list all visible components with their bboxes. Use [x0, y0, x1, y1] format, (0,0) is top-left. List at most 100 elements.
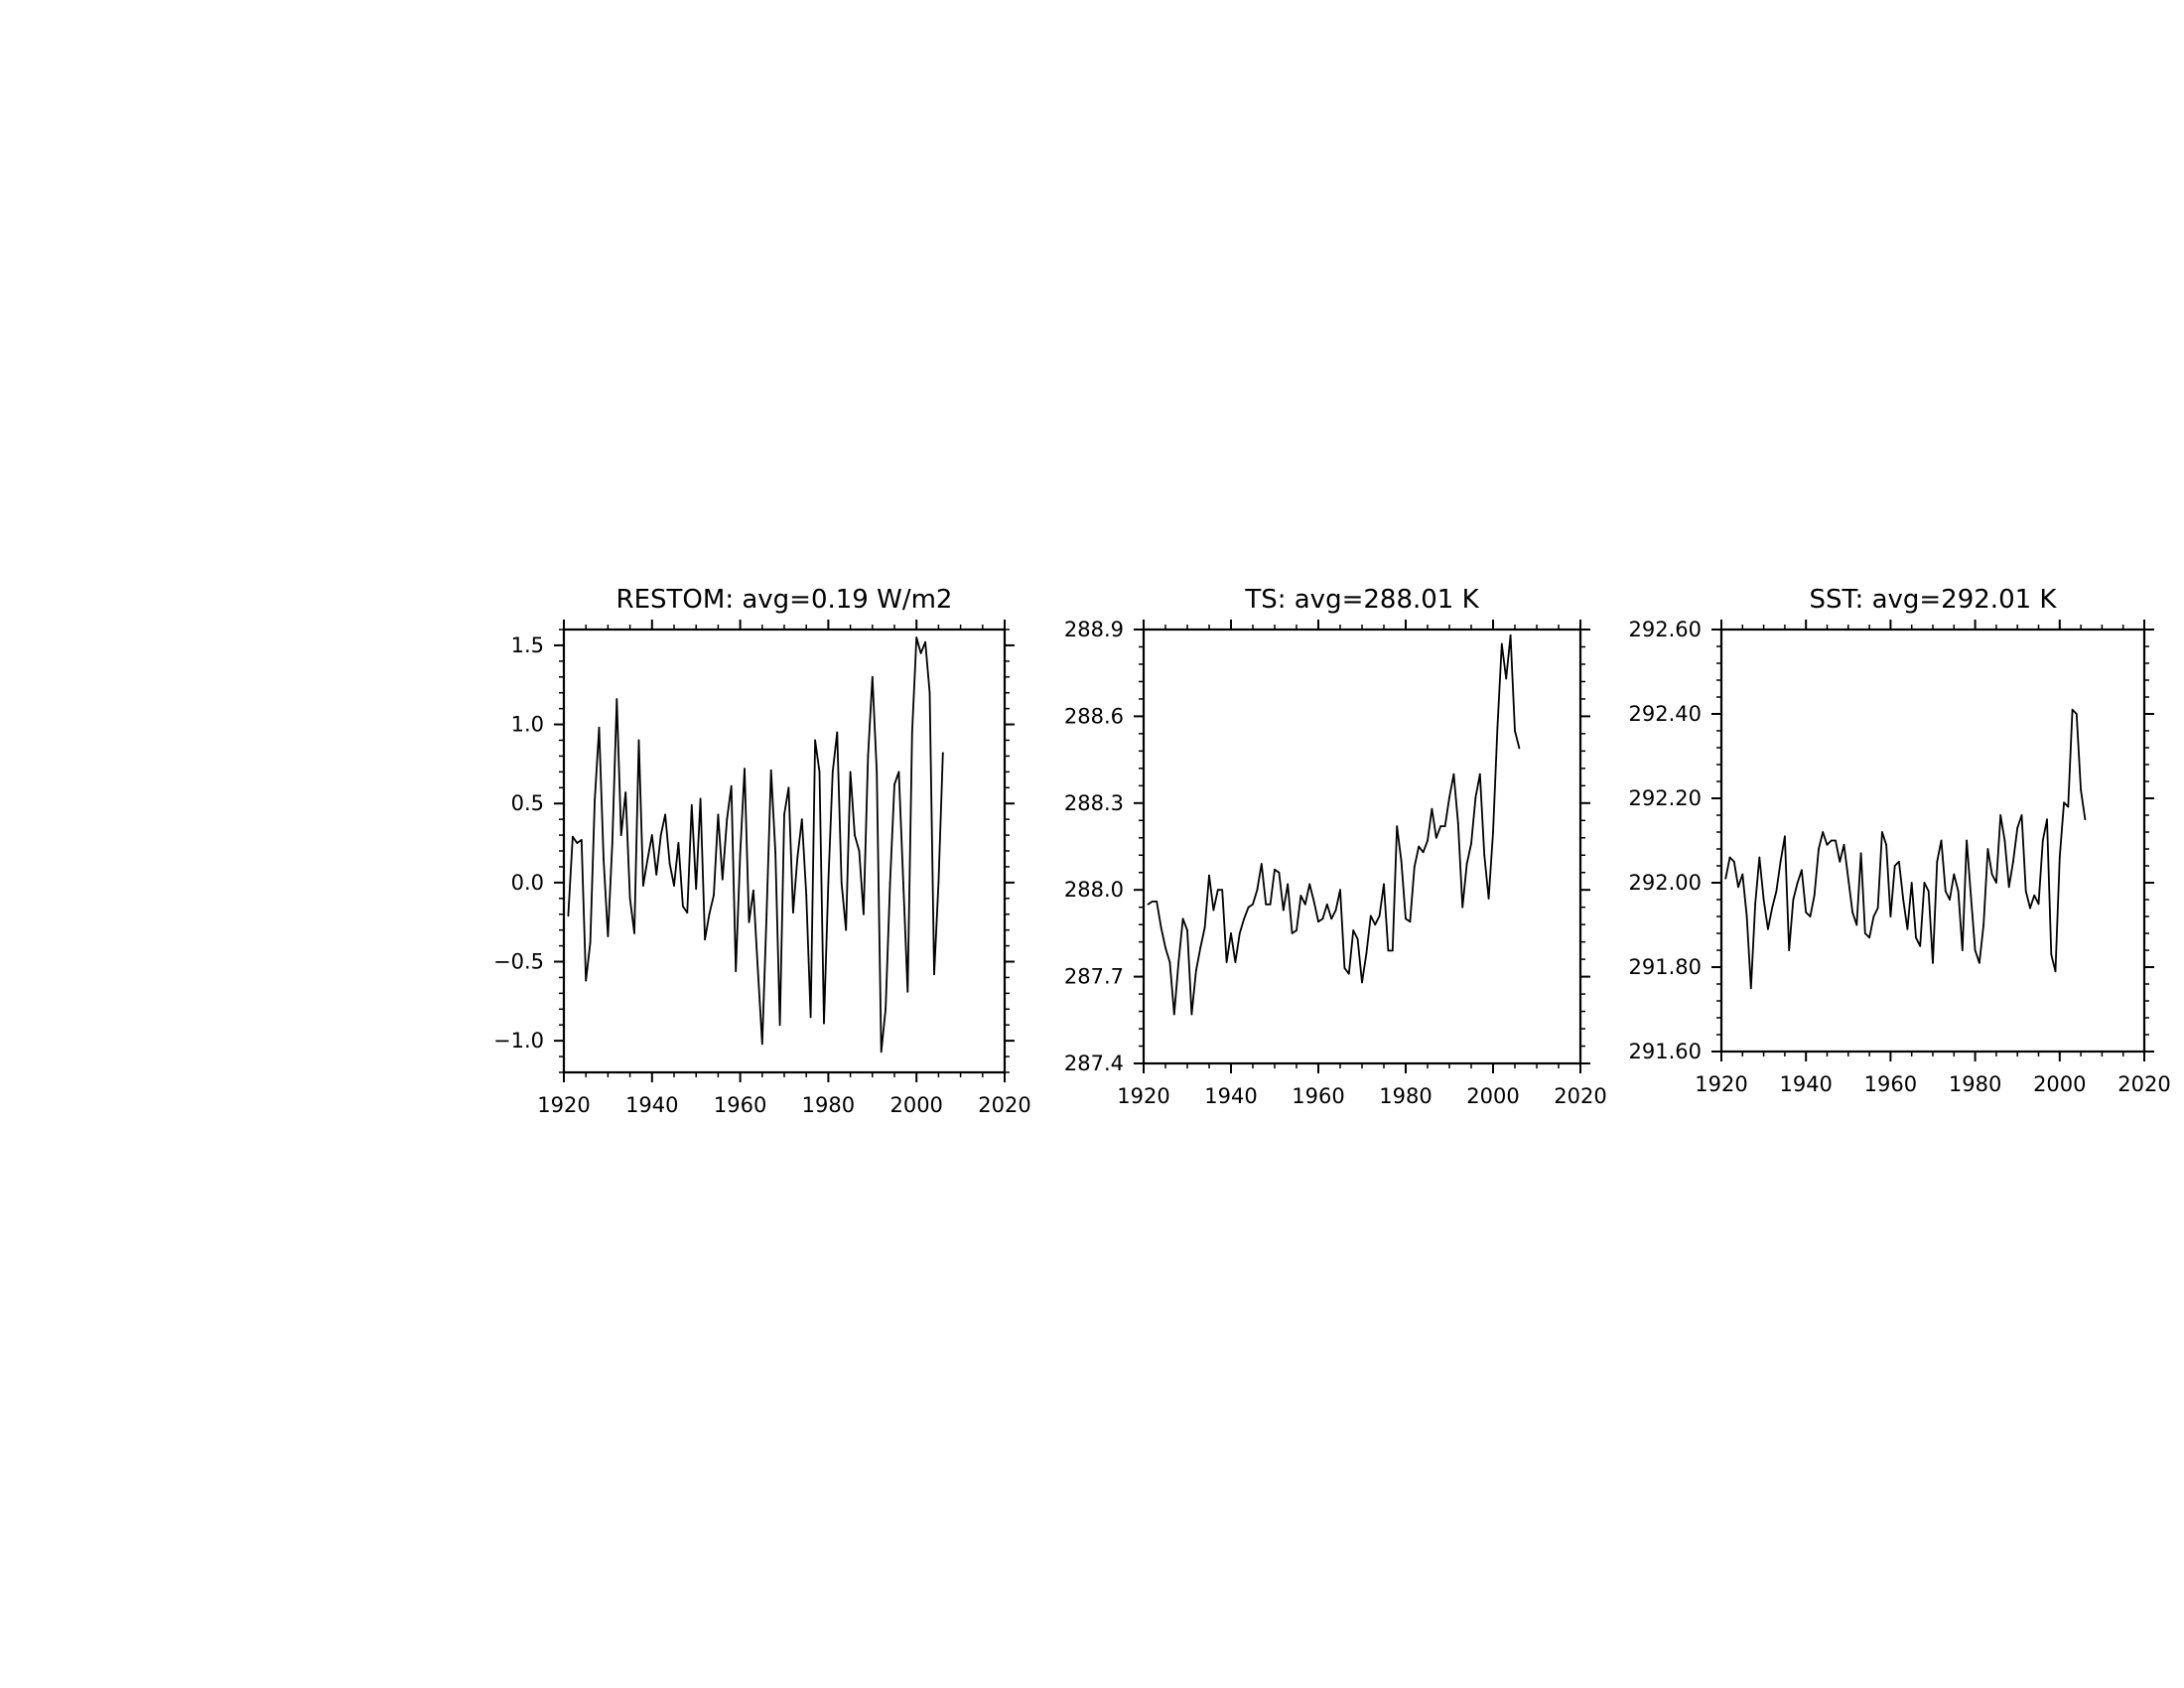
data-point: [1422, 851, 1425, 854]
x-tick-label: 1980: [1379, 1084, 1432, 1108]
data-point: [915, 636, 918, 638]
data-point: [1868, 936, 1870, 939]
data-point: [695, 888, 698, 891]
y-tick-label: 292.40: [1629, 702, 1702, 726]
data-point: [765, 913, 768, 915]
data-point: [1405, 917, 1407, 920]
data-point: [1483, 854, 1486, 857]
data-point: [1809, 915, 1812, 917]
data-point: [1400, 860, 1403, 862]
data-point: [756, 968, 759, 971]
data-point: [744, 768, 746, 771]
x-tick-label: 2000: [889, 1093, 942, 1117]
data-point: [1792, 899, 1795, 901]
data-point: [1168, 961, 1171, 963]
data-point: [1830, 839, 1833, 842]
data-point: [1325, 903, 1328, 906]
data-point: [1243, 917, 1246, 920]
data-point: [1982, 923, 1985, 926]
y-tick-label: 288.0: [1064, 878, 1124, 902]
x-tick-label: 1980: [1949, 1072, 2001, 1096]
data-point: [1487, 898, 1490, 900]
data-point: [1906, 927, 1909, 930]
y-tick-label: 1.0: [511, 713, 544, 737]
data-point: [1518, 747, 1521, 750]
data-point: [1851, 911, 1853, 914]
data-point: [1461, 906, 1464, 909]
data-point: [1299, 895, 1302, 897]
data-point: [1474, 796, 1477, 798]
data-point: [1505, 677, 1508, 680]
data-point: [1409, 920, 1412, 923]
data-point: [1216, 889, 1219, 892]
data-point: [2054, 970, 2057, 973]
data-point: [2075, 713, 2078, 715]
data-point: [1356, 937, 1359, 940]
data-point: [1177, 961, 1180, 963]
data-point: [827, 881, 830, 884]
data-point: [2080, 788, 2083, 791]
data-point: [1953, 873, 1956, 876]
data-point: [787, 786, 790, 789]
y-tick-label: 288.6: [1064, 704, 1124, 728]
data-point: [1970, 894, 1973, 897]
data-point: [1456, 822, 1459, 825]
data-point: [1805, 911, 1808, 914]
data-point: [598, 726, 601, 729]
y-tick-label: 291.80: [1629, 955, 1702, 979]
data-point: [748, 920, 751, 923]
data-point: [1995, 882, 1997, 884]
data-point: [1448, 796, 1450, 798]
data-point: [1927, 890, 1930, 893]
data-point: [580, 838, 583, 841]
data-point: [1238, 932, 1241, 934]
data-point: [1728, 856, 1731, 859]
data-point: [673, 885, 675, 887]
data-point: [1374, 923, 1377, 926]
data-point: [1944, 890, 1947, 893]
data-point: [858, 850, 861, 852]
data-point: [1745, 915, 1748, 917]
data-point: [713, 894, 715, 897]
data-point: [1766, 927, 1769, 930]
x-tick-label: 1960: [1864, 1072, 1917, 1096]
data-point: [594, 799, 596, 801]
data-point: [681, 905, 684, 908]
data-point: [1784, 835, 1786, 838]
data-point: [655, 873, 658, 876]
data-point: [607, 935, 610, 937]
y-tick-label: 288.9: [1064, 618, 1124, 641]
data-point: [1863, 932, 1866, 934]
data-point: [1885, 843, 1888, 846]
data-point: [650, 834, 653, 836]
data-point: [1418, 845, 1421, 848]
data-point: [1826, 843, 1829, 846]
data-point: [2029, 907, 2031, 910]
data-point: [849, 771, 852, 774]
data-point: [2071, 708, 2074, 711]
data-point: [1260, 863, 1263, 865]
data-point: [664, 813, 667, 816]
data-point: [1308, 883, 1311, 886]
x-tick-label: 2000: [2033, 1072, 2086, 1096]
data-point: [646, 858, 649, 860]
data-point: [893, 783, 895, 785]
data-point: [1208, 874, 1210, 877]
data-point: [1274, 868, 1276, 871]
data-point: [1492, 831, 1494, 833]
data-point: [1775, 890, 1778, 893]
data-point: [1872, 915, 1875, 917]
data-point: [726, 818, 729, 821]
chart-panel-1: RESTOM: avg=0.19 W/m2 1920 1940 1960 1980 200…: [493, 585, 1031, 1117]
data-point: [1396, 825, 1399, 828]
data-point: [1383, 883, 1385, 886]
data-point: [1932, 961, 1934, 964]
data-point: [885, 1008, 887, 1011]
data-point: [1172, 1013, 1175, 1016]
y-tick-label: 292.00: [1629, 871, 1702, 895]
data-point: [1365, 952, 1368, 955]
data-point: [1303, 903, 1306, 906]
data-point: [1186, 929, 1188, 931]
data-point: [1999, 814, 2002, 816]
data-point: [2084, 818, 2087, 821]
